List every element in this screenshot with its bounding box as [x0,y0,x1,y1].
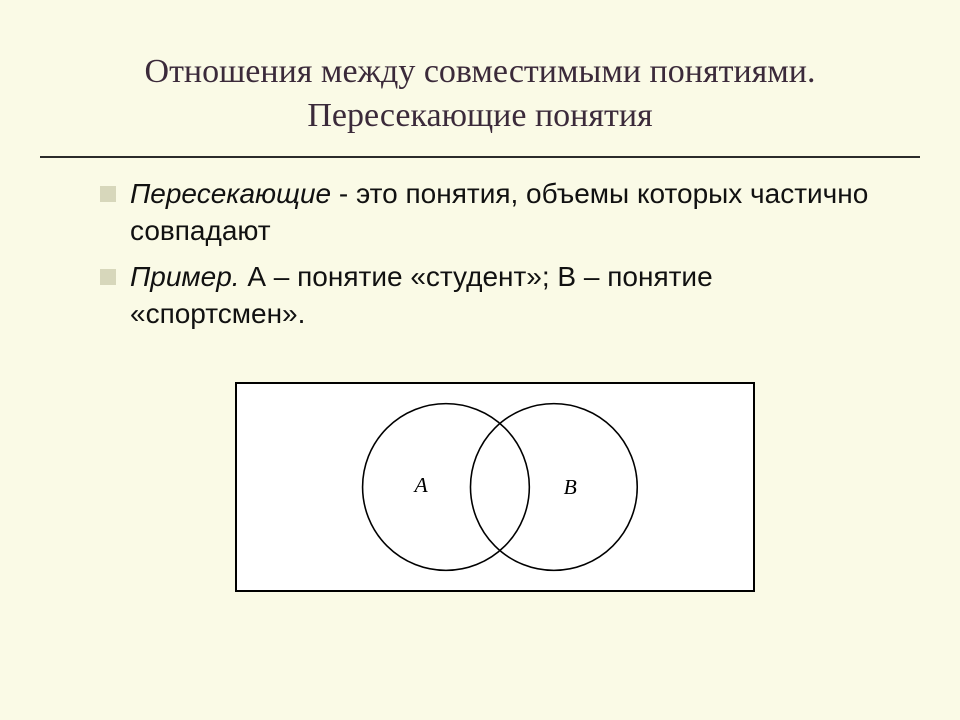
venn-diagram-box: A B [235,382,755,592]
venn-label-a: A [413,473,429,497]
bullet-lead: Пересекающие [130,178,331,209]
slide-title: Отношения между совместимыми понятиями. … [50,50,910,138]
slide: Отношения между совместимыми понятиями. … [0,0,960,720]
bullet-marker-icon [100,269,116,285]
venn-circle-a [363,404,530,571]
title-block: Отношения между совместимыми понятиями. … [0,0,960,148]
body-block: Пересекающие - это понятия, объемы котор… [0,158,960,592]
venn-diagram-svg: A B [237,384,753,590]
bullet-item: Пример. А – понятие «студент»; В – понят… [100,259,890,332]
title-line-1: Отношения между совместимыми понятиями. [145,53,816,90]
bullet-lead: Пример. [130,261,240,292]
venn-label-b: B [564,475,577,499]
bullet-text: Пересекающие - это понятия, объемы котор… [130,176,890,249]
bullet-text: Пример. А – понятие «студент»; В – понят… [130,259,890,332]
bullet-item: Пересекающие - это понятия, объемы котор… [100,176,890,249]
bullet-marker-icon [100,186,116,202]
venn-circle-b [470,404,637,571]
title-line-2: Пересекающие понятия [307,97,652,134]
